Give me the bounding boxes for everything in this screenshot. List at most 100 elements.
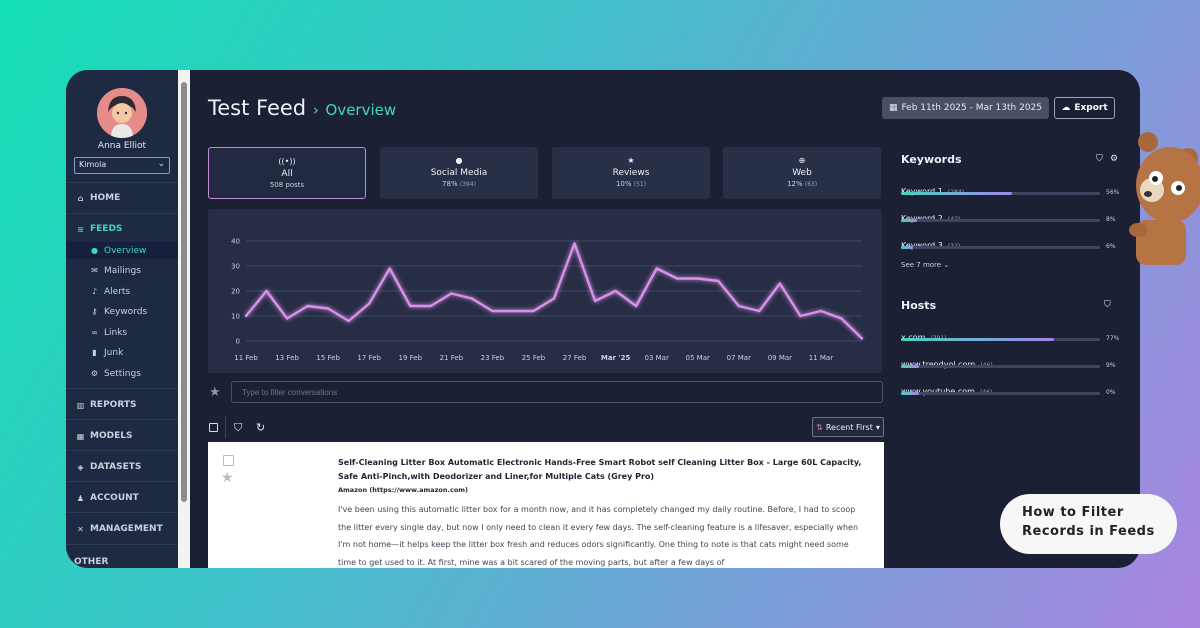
post-card[interactable]: ★ Self-Cleaning Litter Box Automatic Ele… xyxy=(208,442,884,568)
x-tick-label: 21 Feb xyxy=(440,354,464,362)
data-point[interactable] xyxy=(265,289,268,293)
stat-card-all[interactable]: ((•)) All 508 posts xyxy=(208,147,366,199)
scrollbar-thumb[interactable] xyxy=(181,82,187,502)
data-point[interactable] xyxy=(347,319,350,323)
page-title: Test Feed › Overview xyxy=(208,96,396,120)
keyword-row[interactable]: Keyword 1 (284) 56% xyxy=(901,179,1119,203)
data-point[interactable] xyxy=(778,282,782,285)
stat-card-web[interactable]: ⊕ Web 12% (63) xyxy=(723,147,881,199)
data-point[interactable] xyxy=(840,317,843,320)
data-point[interactable] xyxy=(717,279,720,283)
date-range-button[interactable]: ▦ Feb 11th 2025 - Mar 13th 2025 xyxy=(882,97,1049,119)
sidebar-item-label: Junk xyxy=(104,347,124,358)
stat-card-reviews[interactable]: ★ Reviews 10% (51) xyxy=(552,147,710,199)
data-point[interactable] xyxy=(511,309,515,313)
cloud-download-icon: ☁ xyxy=(1061,103,1071,113)
stat-card-social-media[interactable]: ● Social Media 78% (394) xyxy=(380,147,538,199)
post-source[interactable]: Amazon (https://www.amazon.com) xyxy=(338,486,469,494)
howto-line-1: How to Filter xyxy=(1022,505,1124,520)
sidebar-item-settings[interactable]: ⚙ Settings xyxy=(66,365,178,382)
data-point[interactable] xyxy=(676,277,679,280)
sidebar-scrollbar[interactable] xyxy=(178,70,190,568)
bar-chart-icon: ▥ xyxy=(76,400,85,410)
data-point[interactable] xyxy=(388,267,391,270)
data-point[interactable] xyxy=(696,277,699,280)
data-point[interactable] xyxy=(450,292,453,295)
data-point[interactable] xyxy=(737,304,740,308)
data-point[interactable] xyxy=(429,304,432,308)
nav-management[interactable]: ✕ MANAGEMENT xyxy=(76,524,163,534)
avatar[interactable] xyxy=(97,88,147,138)
see-more-link[interactable]: See 7 more ⌄ xyxy=(901,261,949,269)
filter-input[interactable] xyxy=(231,381,883,403)
nav-account[interactable]: ♟ ACCOUNT xyxy=(76,493,139,503)
data-point[interactable] xyxy=(470,297,474,300)
home-icon: ⌂ xyxy=(77,193,84,203)
data-point[interactable] xyxy=(573,242,576,245)
chevron-down-icon: ⌄ xyxy=(157,159,165,169)
nav-reports[interactable]: ▥ REPORTS xyxy=(76,400,137,410)
star-filter-icon[interactable]: ★ xyxy=(209,385,221,400)
data-point[interactable] xyxy=(368,302,371,305)
data-point[interactable] xyxy=(860,337,864,340)
data-point[interactable] xyxy=(614,289,617,293)
breadcrumb-overview[interactable]: Overview xyxy=(325,101,397,119)
user-gear-icon: ♟ xyxy=(76,493,85,503)
data-point[interactable] xyxy=(409,304,412,308)
nav-home[interactable]: ⌂ HOME xyxy=(76,193,121,203)
data-point[interactable] xyxy=(306,304,309,308)
divider xyxy=(225,416,226,438)
filter-icon[interactable]: ⛉ xyxy=(234,421,243,434)
keyword-row[interactable]: Keyword 3 (32) 6% xyxy=(901,233,1119,257)
sort-dropdown[interactable]: ⇅ Recent First ▾ xyxy=(812,417,884,437)
keyword-bar xyxy=(901,246,1100,249)
host-bar xyxy=(901,392,1100,395)
host-bar xyxy=(901,338,1100,341)
data-point[interactable] xyxy=(799,314,802,318)
data-point[interactable] xyxy=(326,307,330,310)
stat-percent: 12% xyxy=(786,180,803,188)
sidebar-item-links[interactable]: ∞ Links xyxy=(66,324,178,341)
host-bar xyxy=(901,365,1100,368)
host-row[interactable]: www.youtube.com (46) 0% xyxy=(901,379,1119,403)
data-point[interactable] xyxy=(491,309,494,313)
host-row[interactable]: www.trendyol.com (46) 9% xyxy=(901,352,1119,376)
y-tick-label: 20 xyxy=(231,288,240,296)
y-tick-label: 0 xyxy=(236,338,240,346)
data-point[interactable] xyxy=(285,317,289,320)
gear-icon[interactable]: ⚙ xyxy=(1110,154,1119,164)
nav-other[interactable]: OTHER xyxy=(74,557,108,567)
nav-models[interactable]: ▦ MODELS xyxy=(76,431,133,441)
data-point[interactable] xyxy=(532,309,535,313)
star-icon[interactable]: ★ xyxy=(221,470,234,486)
nav-feeds[interactable]: ≋ FEEDS xyxy=(76,224,122,234)
filter-icon[interactable]: ⛉ xyxy=(1096,154,1103,164)
post-body: I've been using this automatic litter bo… xyxy=(338,505,859,567)
refresh-icon[interactable]: ↻ xyxy=(256,421,266,434)
sidebar-item-junk[interactable]: ▮ Junk xyxy=(66,344,178,361)
post-checkbox[interactable] xyxy=(223,455,234,466)
sidebar-item-overview[interactable]: ● Overview xyxy=(66,242,178,259)
host-row[interactable]: x.com (391) 77% xyxy=(901,325,1119,349)
nav-datasets[interactable]: ◈ DATASETS xyxy=(76,462,141,472)
data-point[interactable] xyxy=(552,297,556,300)
sidebar-item-keywords[interactable]: ⚷ Keywords xyxy=(66,303,178,320)
x-tick-label: 03 Mar xyxy=(644,354,668,362)
data-point[interactable] xyxy=(593,299,597,303)
stat-value: 508 posts xyxy=(269,181,305,189)
data-point[interactable] xyxy=(634,304,638,308)
post-title[interactable]: Self-Cleaning Litter Box Automatic Elect… xyxy=(338,458,862,481)
sidebar-item-mailings[interactable]: ✉ Mailings xyxy=(66,262,178,279)
user-name: Anna Elliot xyxy=(97,141,147,151)
filter-icon[interactable]: ⛉ xyxy=(1104,300,1111,310)
data-point[interactable] xyxy=(819,309,823,313)
data-point[interactable] xyxy=(758,309,761,313)
sidebar-item-alerts[interactable]: ♪ Alerts xyxy=(66,283,178,300)
data-point[interactable] xyxy=(244,314,248,318)
keyword-row[interactable]: Keyword 2 (42) 8% xyxy=(901,206,1119,230)
data-point[interactable] xyxy=(655,267,658,270)
org-select[interactable]: Kimola ⌄ xyxy=(74,157,170,174)
x-tick-label: 09 Mar xyxy=(768,354,792,362)
export-button[interactable]: ☁ Export xyxy=(1054,97,1115,119)
select-all-checkbox[interactable] xyxy=(209,423,218,432)
